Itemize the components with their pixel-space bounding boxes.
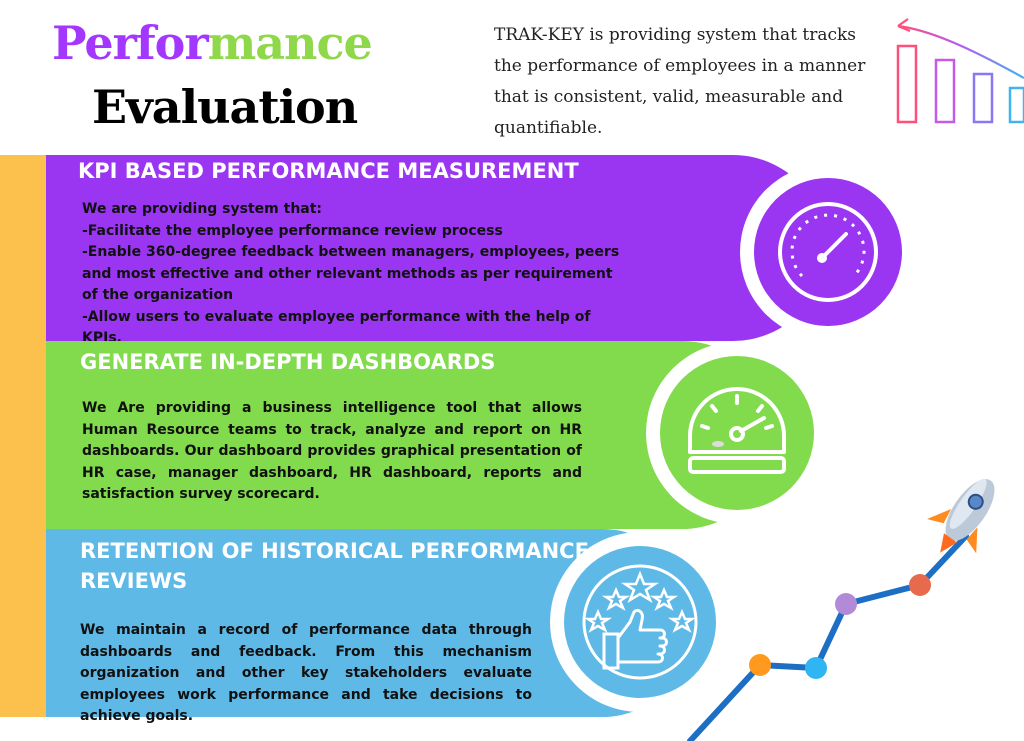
section-kpi-body: We are providing system that: -Facilitat…	[82, 199, 622, 350]
section-dashboards-title: GENERATE IN-DEPTH DASHBOARDS	[80, 350, 496, 374]
intro-text: TRAK-KEY is providing system that tracks…	[494, 25, 866, 138]
section-dashboards-icon-circle	[646, 342, 828, 524]
dashboard-gauge-icon	[688, 387, 786, 474]
section-kpi-band	[46, 155, 826, 341]
section-kpi-icon-circle	[740, 164, 916, 340]
section-kpi-line: -Facilitate the employee performance rev…	[82, 222, 503, 239]
section-retention-icon-circle	[550, 532, 730, 712]
rocket-growth-line-icon	[687, 478, 995, 741]
page-title-line1: Performance	[52, 16, 373, 70]
section-retention-body: We maintain a record of performance data…	[80, 622, 532, 724]
section-kpi-line: We are providing system that:	[82, 201, 323, 217]
declining-bars-icon	[896, 18, 1024, 124]
section-retention-title: RETENTION OF HISTORICAL PERFORMANCE REVI…	[80, 539, 589, 593]
section-dashboards-body: We Are providing a business intelligence…	[82, 400, 582, 502]
thumbs-up-stars-icon	[582, 564, 698, 680]
speedometer-icon	[778, 202, 878, 302]
page-title-line2: Evaluation	[92, 80, 358, 134]
sidebar-accent-strip	[0, 155, 46, 717]
section-kpi-title: KPI BASED PERFORMANCE MEASUREMENT	[78, 159, 579, 183]
section-kpi-line: -Enable 360-degree feedback between mana…	[82, 244, 620, 303]
